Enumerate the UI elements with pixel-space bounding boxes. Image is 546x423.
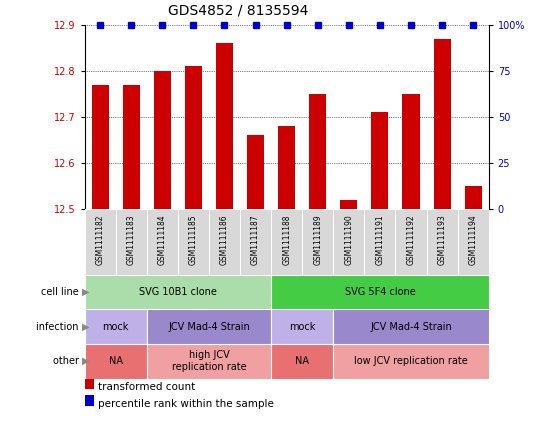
Text: GSM1111193: GSM1111193 [437,214,447,265]
Bar [364,209,395,275]
Bar [178,209,209,275]
Bar [271,344,333,379]
Bar [395,209,426,275]
Bar [85,309,147,344]
Bar [85,275,271,309]
Bar [271,275,489,309]
Text: GSM1111188: GSM1111188 [282,214,291,265]
Bar [209,209,240,275]
Bar [85,344,147,379]
Bar [340,200,357,209]
Bar [333,309,489,344]
Text: GSM1111185: GSM1111185 [189,214,198,265]
Bar [85,209,116,275]
Text: JCV Mad-4 Strain: JCV Mad-4 Strain [370,321,452,332]
Text: ▶: ▶ [82,287,90,297]
Bar [123,85,140,209]
Bar [216,43,233,209]
Bar [465,186,482,209]
Bar [147,209,178,275]
Bar [426,209,458,275]
Text: SVG 5F4 clone: SVG 5F4 clone [345,287,416,297]
Text: mock: mock [103,321,129,332]
Text: NA: NA [109,356,123,366]
Bar [333,209,364,275]
Text: GSM1111184: GSM1111184 [158,214,167,265]
Text: GDS4852 / 8135594: GDS4852 / 8135594 [168,3,308,17]
Bar [278,126,295,209]
Text: GSM1111187: GSM1111187 [251,214,260,265]
Bar [434,39,450,209]
Bar [92,85,109,209]
Bar [333,344,489,379]
Bar [302,209,333,275]
Bar [458,209,489,275]
Bar [116,209,147,275]
Bar [240,209,271,275]
Text: infection: infection [36,321,82,332]
Text: other: other [53,356,82,366]
Text: high JCV
replication rate: high JCV replication rate [171,350,246,372]
Text: low JCV replication rate: low JCV replication rate [354,356,468,366]
Text: GSM1111189: GSM1111189 [313,214,322,265]
Text: GSM1111183: GSM1111183 [127,214,136,265]
Bar [247,135,264,209]
Text: GSM1111182: GSM1111182 [96,214,105,265]
Text: NA: NA [295,356,309,366]
Bar [309,94,327,209]
Text: transformed count: transformed count [98,382,195,393]
Bar [85,395,93,406]
Bar [371,113,388,209]
Bar [85,378,93,389]
Bar [271,309,333,344]
Bar [271,209,302,275]
Bar [402,94,419,209]
Text: GSM1111194: GSM1111194 [468,214,478,265]
Bar [147,344,271,379]
Bar [147,309,271,344]
Bar [154,71,171,209]
Text: GSM1111190: GSM1111190 [345,214,353,265]
Text: JCV Mad-4 Strain: JCV Mad-4 Strain [168,321,250,332]
Bar [185,66,202,209]
Text: ▶: ▶ [82,356,90,366]
Text: mock: mock [289,321,316,332]
Text: ▶: ▶ [82,321,90,332]
Text: GSM1111186: GSM1111186 [220,214,229,265]
Text: cell line: cell line [41,287,82,297]
Text: SVG 10B1 clone: SVG 10B1 clone [139,287,217,297]
Text: GSM1111191: GSM1111191 [376,214,384,265]
Text: GSM1111192: GSM1111192 [406,214,416,265]
Text: percentile rank within the sample: percentile rank within the sample [98,399,274,409]
